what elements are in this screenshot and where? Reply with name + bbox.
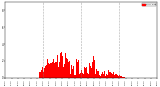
Legend: Solar Rad: Solar Rad xyxy=(142,3,156,6)
